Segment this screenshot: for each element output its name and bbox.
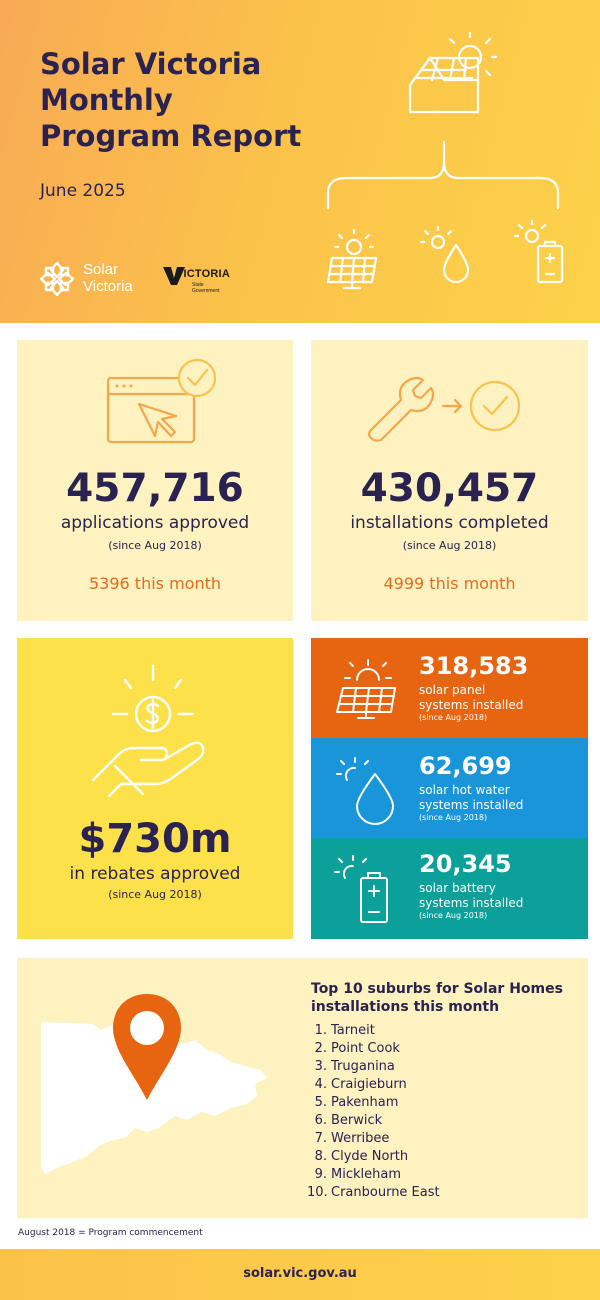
rank: 9. [314, 1167, 327, 1182]
report-date: June 2025 [40, 181, 126, 201]
installations-since: (since Aug 2018) [402, 539, 497, 552]
solar-hot-water-label: solar hot water systems installed [419, 783, 523, 813]
report-title-line: Monthly [40, 83, 173, 117]
top-suburbs-title: Top 10 suburbs for Solar Homes installat… [311, 980, 581, 1016]
report-title-line: Solar Victoria [40, 47, 262, 81]
stat-label-line: solar panel [419, 683, 486, 697]
stat-label-line: systems installed [419, 698, 524, 712]
list-item: 5. Pakenham [307, 1095, 440, 1113]
installations-this-month: 4999 this month [383, 574, 516, 593]
list-item: 7. Werribee [307, 1131, 440, 1149]
applications-card: 457,716 applications approved (since Aug… [17, 340, 293, 621]
applications-label: applications approved [60, 513, 250, 533]
list-item: 3. Truganina [307, 1059, 440, 1077]
solar-battery-since: (since Aug 2018) [419, 911, 488, 920]
applications-total: 457,716 [66, 466, 244, 511]
browser-cursor-check-icon [106, 358, 217, 444]
solar-battery-count: 20,345 [419, 850, 512, 878]
solar-panel-label: solar panel systems installed [419, 683, 523, 713]
suburb-name: Tarneit [331, 1023, 375, 1038]
sun-battery-icon [334, 855, 388, 923]
logo-sub-line: Government [192, 288, 220, 294]
list-item: 10. Cranbourne East [307, 1185, 440, 1203]
suburb-name: Point Cook [331, 1041, 400, 1056]
rebates-label: in rebates approved [69, 864, 241, 884]
rank: 5. [314, 1095, 327, 1110]
logo-sub-line: State [192, 282, 204, 288]
victoria-v-icon [163, 267, 185, 285]
footer: solar.vic.gov.au [0, 1249, 600, 1300]
victoria-map-pin-icon [41, 994, 267, 1174]
list-item: 2. Point Cook [307, 1041, 440, 1059]
website-link[interactable]: solar.vic.gov.au [243, 1266, 357, 1281]
solar-battery-label: solar battery systems installed [419, 881, 523, 911]
list-item: 8. Clyde North [307, 1149, 440, 1167]
rebates-since: (since Aug 2018) [108, 888, 202, 901]
installations-label: installations completed [350, 513, 549, 533]
rank: 4. [314, 1077, 327, 1092]
list-item: 4. Craigieburn [307, 1077, 440, 1095]
rank: 6. [314, 1113, 327, 1128]
rank: 8. [314, 1149, 327, 1164]
solar-hot-water-since: (since Aug 2018) [419, 813, 488, 822]
solar-victoria-logo-text: Solar Victoria [83, 261, 133, 295]
victoria-government-logo: VICTORIA State Government [162, 262, 232, 298]
suburb-name: Cranbourne East [331, 1185, 440, 1200]
solar-victoria-emblem-icon [39, 261, 75, 297]
top-suburbs-panel: Top 10 suburbs for Solar Homes installat… [17, 958, 588, 1218]
list-item: 1. Tarneit [307, 1023, 440, 1041]
rank: 10. [307, 1185, 328, 1200]
top-suburbs-list: 1. Tarneit 2. Point Cook 3. Truganina 4. Cra… [307, 1023, 440, 1203]
header-banner: Solar Victoria Monthly Program Report Ju… [0, 0, 600, 323]
stat-label-line: systems installed [419, 896, 524, 910]
sun-solar-panel-icon [336, 659, 396, 719]
wrench-arrow-check-icon [367, 376, 521, 442]
rebates-card: $730m in rebates approved (since Aug 201… [17, 638, 293, 939]
solar-victoria-logo: Solar Victoria [38, 258, 153, 302]
solar-hot-water-stat: 62,699 solar hot water systems installed… [311, 738, 588, 838]
logo-word: Victoria [83, 278, 133, 295]
suburb-name: Berwick [331, 1113, 383, 1128]
list-item: 9. Mickleham [307, 1167, 440, 1185]
top-suburbs-title-line: Top 10 suburbs for Solar Homes [311, 981, 563, 997]
sun-water-drop-icon [336, 757, 394, 825]
stat-label-line: systems installed [419, 798, 524, 812]
suburb-name: Craigieburn [331, 1077, 407, 1092]
solar-panel-stat: 318,583 solar panel systems installed (s… [311, 638, 588, 738]
suburb-name: Clyde North [331, 1149, 409, 1164]
rank: 3. [314, 1059, 327, 1074]
stat-label-line: solar battery [419, 881, 496, 895]
solar-products-hero-icon [326, 31, 564, 290]
victoria-logo-sub: State Government [192, 282, 220, 294]
solar-hot-water-count: 62,699 [419, 752, 512, 780]
logo-word: Solar [83, 261, 119, 278]
top-suburbs-title-line: installations this month [311, 999, 500, 1015]
victoria-logo-name: VICTORIA [176, 268, 230, 280]
rank: 7. [314, 1131, 327, 1146]
report-title: Solar Victoria Monthly Program Report [40, 46, 340, 154]
hand-dollar-coin-icon [91, 664, 205, 798]
rebates-total: $730m [78, 816, 232, 862]
footnote: August 2018 = Program commencement [18, 1228, 203, 1238]
solar-panel-since: (since Aug 2018) [419, 713, 488, 722]
applications-since: (since Aug 2018) [108, 539, 202, 552]
solar-battery-stat: 20,345 solar battery systems installed (… [311, 838, 588, 939]
suburb-name: Pakenham [331, 1095, 399, 1110]
suburb-name: Werribee [331, 1131, 390, 1146]
suburb-name: Truganina [331, 1059, 395, 1074]
report-title-line: Program Report [40, 119, 302, 153]
suburb-name: Mickleham [331, 1167, 401, 1182]
list-item: 6. Berwick [307, 1113, 440, 1131]
applications-this-month: 5396 this month [88, 574, 221, 593]
installations-card: 430,457 installations completed (since A… [311, 340, 588, 621]
solar-panel-count: 318,583 [419, 652, 529, 680]
installations-total: 430,457 [360, 466, 539, 511]
rank: 1. [314, 1023, 327, 1038]
stat-label-line: solar hot water [419, 783, 510, 797]
rank: 2. [314, 1041, 327, 1056]
